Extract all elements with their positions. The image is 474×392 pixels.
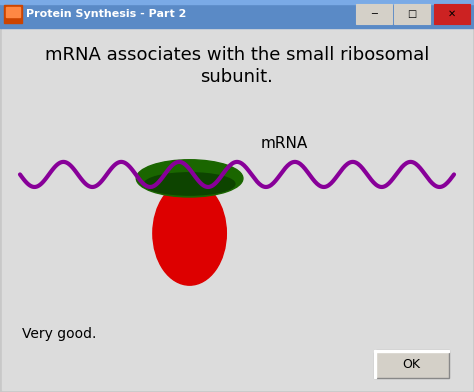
Ellipse shape bbox=[153, 181, 226, 285]
Bar bbox=[394, 4, 430, 24]
Bar bbox=[374, 350, 449, 352]
Ellipse shape bbox=[144, 173, 235, 195]
Text: Very good.: Very good. bbox=[22, 327, 96, 341]
Ellipse shape bbox=[136, 160, 243, 197]
Bar bbox=[434, 4, 470, 24]
Bar bbox=[6, 7, 20, 17]
Text: □: □ bbox=[407, 9, 417, 19]
Bar bbox=[374, 350, 449, 378]
Bar bbox=[0, 0, 474, 28]
Bar bbox=[0, 0, 474, 4]
Bar bbox=[4, 5, 22, 23]
Text: ─: ─ bbox=[371, 9, 377, 19]
Text: OK: OK bbox=[402, 358, 420, 370]
Ellipse shape bbox=[157, 166, 222, 179]
Text: ✕: ✕ bbox=[448, 9, 456, 19]
Text: subunit.: subunit. bbox=[201, 68, 273, 86]
Text: Protein Synthesis - Part 2: Protein Synthesis - Part 2 bbox=[26, 9, 186, 19]
Text: mRNA associates with the small ribosomal: mRNA associates with the small ribosomal bbox=[45, 46, 429, 64]
Text: mRNA: mRNA bbox=[261, 136, 308, 151]
Bar bbox=[374, 350, 376, 378]
Bar bbox=[356, 4, 392, 24]
